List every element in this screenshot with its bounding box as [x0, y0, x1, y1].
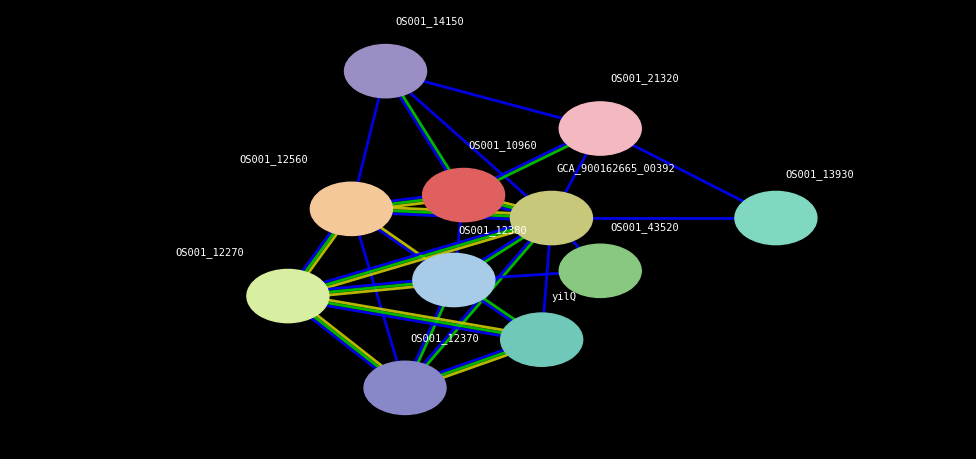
Ellipse shape [364, 361, 446, 414]
Ellipse shape [559, 102, 641, 155]
Text: OS001_43520: OS001_43520 [610, 222, 678, 233]
Text: yilQ: yilQ [551, 291, 577, 302]
Ellipse shape [501, 313, 583, 366]
Ellipse shape [345, 45, 427, 98]
Text: OS001_12270: OS001_12270 [176, 247, 244, 258]
Ellipse shape [247, 269, 329, 323]
Text: OS001_12380: OS001_12380 [459, 225, 527, 236]
Text: OS001_10960: OS001_10960 [468, 140, 537, 151]
Ellipse shape [559, 244, 641, 297]
Ellipse shape [423, 168, 505, 222]
Text: OS001_12370: OS001_12370 [410, 333, 478, 344]
Text: OS001_21320: OS001_21320 [610, 73, 678, 84]
Ellipse shape [310, 182, 392, 235]
Ellipse shape [735, 191, 817, 245]
Text: OS001_14150: OS001_14150 [395, 16, 464, 27]
Ellipse shape [413, 253, 495, 307]
Text: GCA_900162665_00392: GCA_900162665_00392 [556, 163, 675, 174]
Ellipse shape [510, 191, 592, 245]
Text: OS001_13930: OS001_13930 [786, 169, 854, 180]
Text: OS001_12560: OS001_12560 [239, 154, 307, 165]
